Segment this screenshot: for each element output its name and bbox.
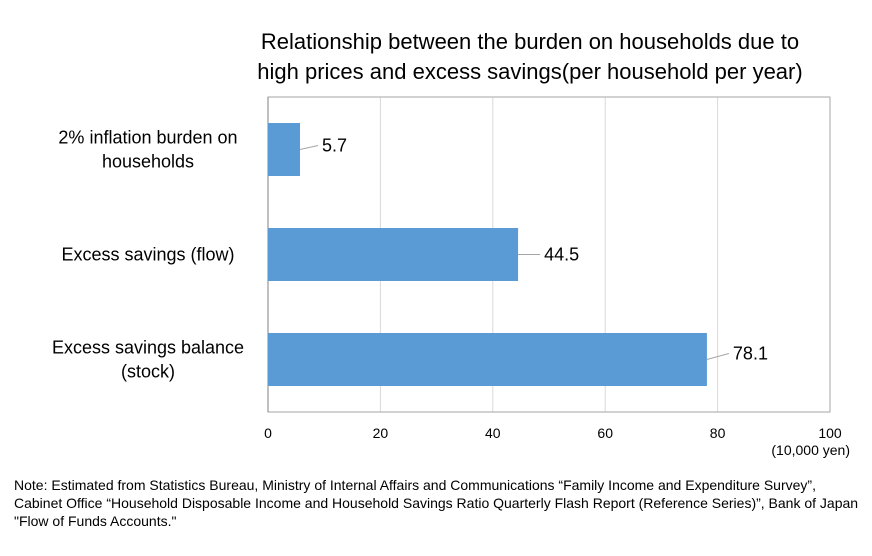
bar bbox=[268, 228, 519, 281]
category-label: (stock) bbox=[121, 362, 175, 382]
bar bbox=[268, 123, 301, 176]
category-label: Excess savings balance bbox=[52, 338, 244, 358]
x-tick-label: 0 bbox=[264, 425, 272, 441]
chart-title-line-1: Relationship between the burden on house… bbox=[260, 29, 800, 54]
category-label: households bbox=[102, 152, 194, 172]
category-label: Excess savings (flow) bbox=[61, 245, 234, 265]
x-tick-label: 40 bbox=[485, 425, 501, 441]
x-tick-label: 100 bbox=[818, 425, 842, 441]
chart-title-line-2: high prices and excess savings(per house… bbox=[257, 59, 803, 84]
x-tick-label: 60 bbox=[597, 425, 613, 441]
source-note: Note: Estimated from Statistics Bureau, … bbox=[14, 477, 859, 529]
data-label: 78.1 bbox=[733, 344, 768, 364]
data-label: 44.5 bbox=[544, 245, 579, 265]
data-label: 5.7 bbox=[322, 136, 347, 156]
x-tick-label: 20 bbox=[373, 425, 389, 441]
leader-line bbox=[299, 145, 319, 150]
x-axis-unit: (10,000 yen) bbox=[771, 442, 850, 458]
bar bbox=[268, 333, 707, 386]
x-tick-label: 80 bbox=[710, 425, 726, 441]
leader-line bbox=[706, 353, 730, 360]
category-label: 2% inflation burden on bbox=[58, 128, 237, 148]
